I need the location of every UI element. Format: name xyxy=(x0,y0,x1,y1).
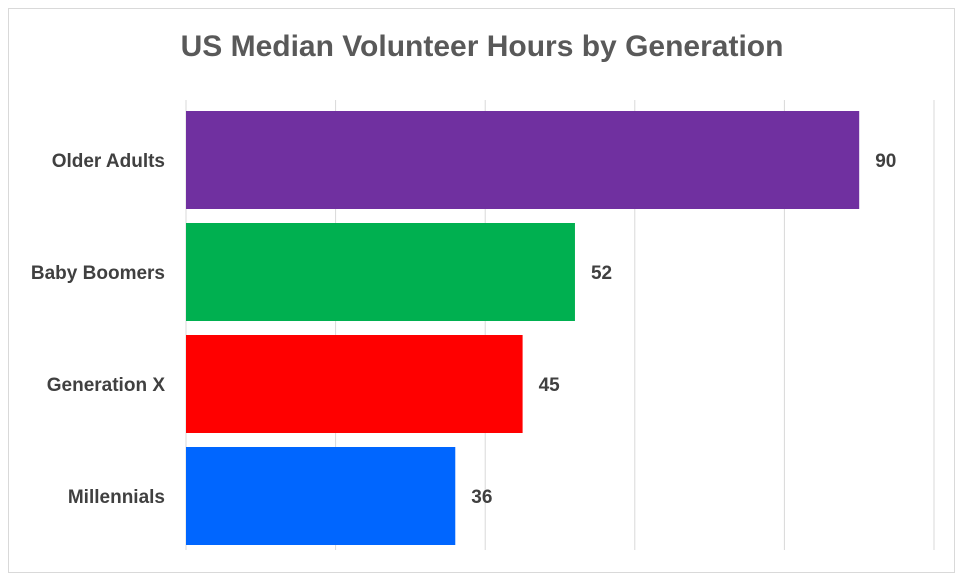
bar xyxy=(186,223,575,321)
bar xyxy=(186,111,860,209)
y-tick-label: Millennials xyxy=(68,487,165,508)
chart-title: US Median Volunteer Hours by Generation xyxy=(181,30,784,63)
y-tick-label: Older Adults xyxy=(52,151,165,172)
value-label: 36 xyxy=(471,487,492,508)
y-tick-label: Generation X xyxy=(47,375,166,396)
y-tick-label: Baby Boomers xyxy=(31,263,165,284)
bar xyxy=(186,447,456,545)
bar xyxy=(186,335,523,433)
value-label: 45 xyxy=(539,375,561,396)
value-label: 52 xyxy=(591,263,612,284)
value-label: 90 xyxy=(875,151,896,172)
